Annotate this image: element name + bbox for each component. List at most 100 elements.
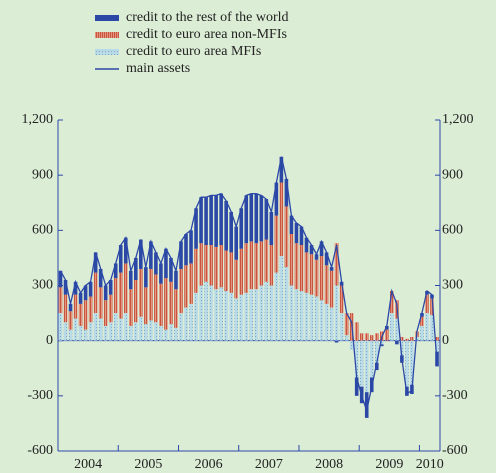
bar-segment (279, 256, 284, 341)
y-tick-label: 600 (32, 223, 53, 238)
bar-segment (123, 263, 128, 314)
bar-segment (344, 313, 349, 336)
bar-segment (134, 279, 138, 323)
x-tick-label: 2010 (416, 457, 444, 472)
bar-segment (359, 333, 364, 341)
bar-segment (309, 294, 314, 341)
bar-segment (274, 215, 279, 273)
bar-segment (98, 268, 103, 288)
bar-segment (324, 303, 329, 341)
bar-segment (68, 303, 73, 312)
bar-segment (274, 182, 279, 216)
bar-segment (73, 294, 78, 319)
y2-tick-label: 600 (442, 223, 463, 238)
bar-segment (319, 256, 324, 301)
bar-segment (149, 268, 153, 321)
bar-segment (113, 263, 118, 279)
bar-segment (174, 327, 178, 341)
bar-segment (78, 325, 83, 341)
y2-tick-label: -300 (442, 388, 468, 403)
bar-segment (264, 199, 269, 240)
bar-segment (334, 340, 339, 343)
bar-segment (254, 193, 259, 244)
bar-segment (93, 313, 98, 341)
bar-segment (249, 241, 254, 290)
bar-segment (395, 340, 399, 345)
bar-segment (244, 243, 249, 293)
bar-segment (259, 241, 264, 286)
bar-segment (128, 325, 133, 341)
legend-swatch (95, 49, 119, 55)
bar-segment (420, 316, 424, 326)
bar-segment (329, 270, 334, 308)
bar-segment (420, 325, 424, 341)
bar-segment (128, 270, 133, 290)
bar-segment (400, 336, 404, 341)
bar-segment (254, 243, 259, 290)
bar-segment (304, 252, 309, 293)
x-tick-label: 2005 (134, 457, 162, 472)
bar-segment (78, 292, 83, 304)
bar-segment (194, 208, 198, 249)
bar-segment (154, 322, 158, 341)
bar-segment (68, 329, 73, 341)
bar-segment (294, 243, 299, 290)
bar-segment (174, 270, 178, 290)
bar-segment (179, 268, 183, 314)
bar-segment (58, 270, 63, 288)
bar-segment (78, 303, 83, 326)
bar-segment (83, 329, 88, 341)
bar-segment (329, 307, 334, 341)
y2-tick-label: 1,200 (442, 112, 474, 127)
x-tick-label: 2006 (195, 457, 223, 472)
bar-segment (339, 285, 344, 314)
bar-segment (204, 197, 208, 246)
bar-segment (410, 336, 414, 341)
bar-segment (379, 340, 384, 345)
bar-segment (364, 340, 369, 393)
bar-segment (199, 285, 203, 341)
bar-segment (405, 340, 409, 387)
bar-segment (289, 285, 294, 341)
bar-segment (139, 316, 143, 341)
bar-segment (204, 245, 208, 282)
bar-segment (73, 281, 78, 295)
bar-segment (93, 272, 98, 314)
bar-segment (344, 335, 349, 341)
bar-segment (154, 252, 158, 275)
y-tick-label: 0 (46, 333, 53, 348)
bar-segment (264, 239, 269, 282)
y-tick-label: 300 (32, 278, 53, 293)
bar-segment (334, 285, 339, 341)
bar-segment (63, 279, 68, 295)
bar-segment (304, 292, 309, 341)
bar-segment (103, 300, 108, 326)
bar-segment (189, 303, 193, 341)
legend-label: credit to euro area non-MFIs (126, 27, 287, 42)
bar-segment (254, 289, 259, 341)
bar-segment (234, 259, 239, 299)
bar-segment (199, 243, 203, 286)
bar-segment (249, 289, 254, 341)
bar-segment (93, 252, 98, 273)
bar-segment (219, 245, 223, 288)
bar-segment (374, 340, 379, 363)
bar-segment (164, 329, 168, 341)
bar-segment (279, 156, 284, 183)
bar-segment (68, 311, 73, 330)
bar-segment (98, 287, 103, 319)
bar-segment (354, 377, 359, 396)
y-tick-label: -300 (27, 388, 53, 403)
bar-segment (159, 325, 163, 341)
x-tick-label: 2007 (255, 457, 283, 472)
bar-segment (239, 248, 244, 295)
bar-segment (339, 313, 344, 341)
legend-swatch (95, 15, 119, 21)
bar-segment (118, 318, 123, 341)
y2-tick-label: 300 (442, 278, 463, 293)
bar-segment (319, 300, 324, 341)
bar-segment (385, 329, 389, 341)
bar-segment (73, 318, 78, 341)
bar-segment (319, 241, 324, 257)
bar-segment (229, 211, 233, 253)
